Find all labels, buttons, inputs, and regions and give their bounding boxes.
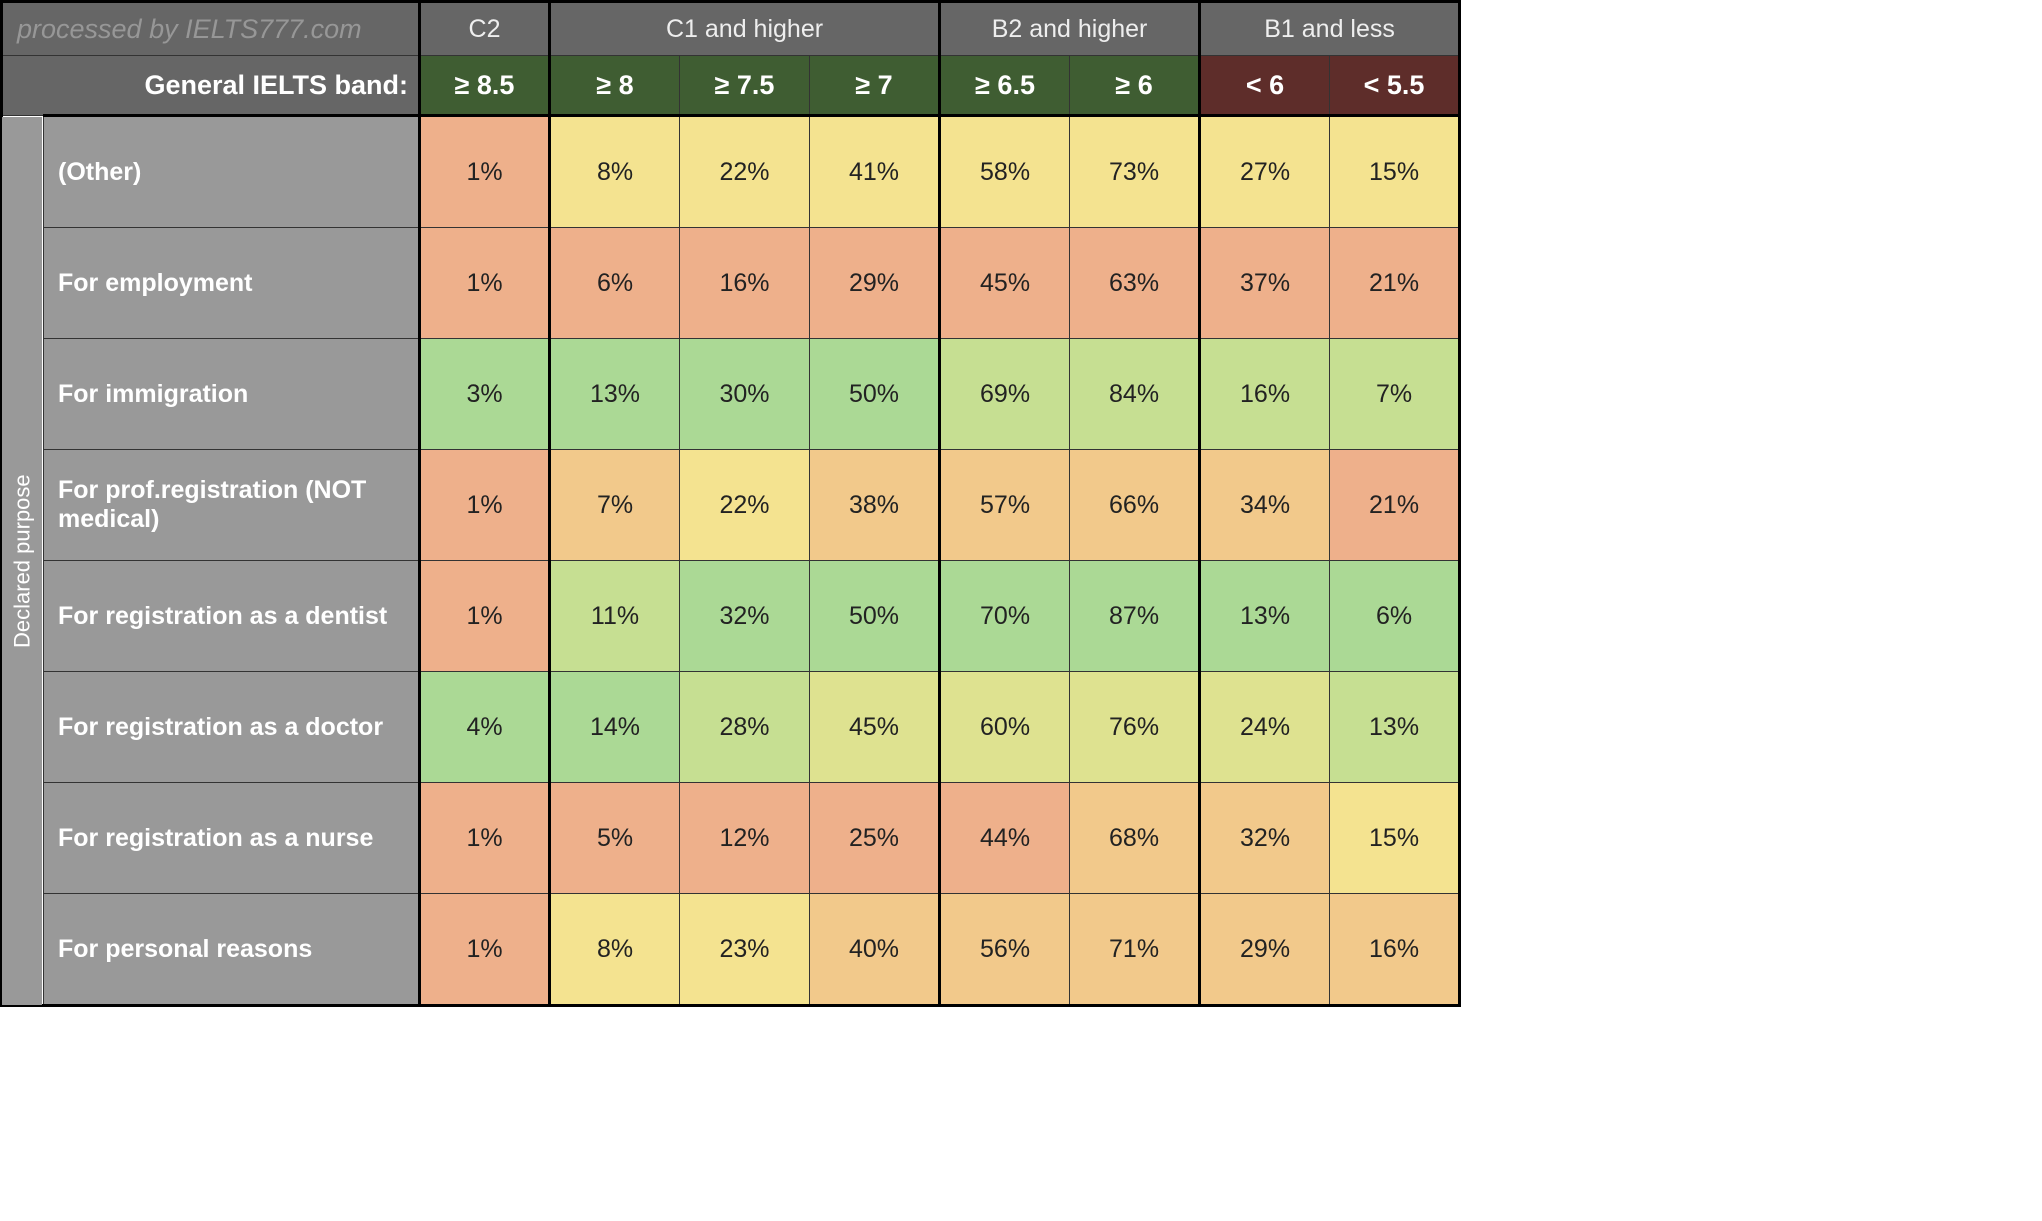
band-header: ≥ 7 (810, 56, 940, 116)
cefr-group: C2 (420, 2, 550, 56)
data-cell: 1% (420, 228, 550, 339)
table-row: For immigration3%13%30%50%69%84%16%7% (2, 339, 1460, 450)
data-cell: 37% (1200, 228, 1330, 339)
data-cell: 27% (1200, 116, 1330, 228)
data-cell: 84% (1070, 339, 1200, 450)
data-cell: 71% (1070, 894, 1200, 1006)
row-label: For registration as a dentist (44, 561, 420, 672)
data-cell: 73% (1070, 116, 1200, 228)
data-cell: 3% (420, 339, 550, 450)
data-cell: 16% (680, 228, 810, 339)
ielts-heatmap-table: processed by IELTS777.com C2C1 and highe… (0, 0, 1461, 1007)
data-cell: 50% (810, 561, 940, 672)
data-cell: 1% (420, 116, 550, 228)
header-row-cefr: processed by IELTS777.com C2C1 and highe… (2, 2, 1460, 56)
data-cell: 40% (810, 894, 940, 1006)
data-cell: 24% (1200, 672, 1330, 783)
data-cell: 1% (420, 894, 550, 1006)
table-row: For employment1%6%16%29%45%63%37%21% (2, 228, 1460, 339)
data-cell: 13% (1200, 561, 1330, 672)
band-header: < 5.5 (1330, 56, 1460, 116)
data-cell: 32% (680, 561, 810, 672)
data-cell: 22% (680, 450, 810, 561)
data-cell: 56% (940, 894, 1070, 1006)
band-header: ≥ 7.5 (680, 56, 810, 116)
data-cell: 22% (680, 116, 810, 228)
data-cell: 68% (1070, 783, 1200, 894)
data-cell: 29% (1200, 894, 1330, 1006)
cefr-group: B1 and less (1200, 2, 1460, 56)
data-cell: 60% (940, 672, 1070, 783)
data-cell: 4% (420, 672, 550, 783)
data-cell: 21% (1330, 450, 1460, 561)
table-row: For registration as a doctor4%14%28%45%6… (2, 672, 1460, 783)
row-label: (Other) (44, 116, 420, 228)
data-cell: 38% (810, 450, 940, 561)
data-cell: 21% (1330, 228, 1460, 339)
data-cell: 6% (550, 228, 680, 339)
data-cell: 11% (550, 561, 680, 672)
data-cell: 29% (810, 228, 940, 339)
data-cell: 50% (810, 339, 940, 450)
band-header: ≥ 8 (550, 56, 680, 116)
cefr-group: C1 and higher (550, 2, 940, 56)
header-row-bands: General IELTS band: ≥ 8.5≥ 8≥ 7.5≥ 7≥ 6.… (2, 56, 1460, 116)
row-label: For personal reasons (44, 894, 420, 1006)
data-cell: 87% (1070, 561, 1200, 672)
data-cell: 32% (1200, 783, 1330, 894)
row-label: For prof.registration (NOT medical) (44, 450, 420, 561)
data-cell: 16% (1330, 894, 1460, 1006)
data-cell: 44% (940, 783, 1070, 894)
side-label: Declared purpose (2, 116, 44, 1006)
data-cell: 69% (940, 339, 1070, 450)
data-cell: 15% (1330, 783, 1460, 894)
band-title: General IELTS band: (2, 56, 420, 116)
data-cell: 6% (1330, 561, 1460, 672)
band-header: ≥ 8.5 (420, 56, 550, 116)
data-cell: 13% (1330, 672, 1460, 783)
row-label: For employment (44, 228, 420, 339)
band-header: < 6 (1200, 56, 1330, 116)
data-cell: 28% (680, 672, 810, 783)
table-row: For personal reasons1%8%23%40%56%71%29%1… (2, 894, 1460, 1006)
data-cell: 76% (1070, 672, 1200, 783)
data-cell: 41% (810, 116, 940, 228)
data-cell: 25% (810, 783, 940, 894)
watermark-text: processed by IELTS777.com (3, 14, 418, 45)
data-cell: 15% (1330, 116, 1460, 228)
table-row: For registration as a dentist1%11%32%50%… (2, 561, 1460, 672)
band-header: ≥ 6 (1070, 56, 1200, 116)
data-cell: 5% (550, 783, 680, 894)
row-label: For immigration (44, 339, 420, 450)
data-cell: 13% (550, 339, 680, 450)
data-cell: 8% (550, 116, 680, 228)
cefr-group: B2 and higher (940, 2, 1200, 56)
data-cell: 7% (550, 450, 680, 561)
table-row: For prof.registration (NOT medical)1%7%2… (2, 450, 1460, 561)
data-cell: 63% (1070, 228, 1200, 339)
data-cell: 70% (940, 561, 1070, 672)
data-cell: 8% (550, 894, 680, 1006)
data-cell: 57% (940, 450, 1070, 561)
data-cell: 12% (680, 783, 810, 894)
row-label: For registration as a nurse (44, 783, 420, 894)
data-cell: 45% (810, 672, 940, 783)
table-row: Declared purpose(Other)1%8%22%41%58%73%2… (2, 116, 1460, 228)
data-cell: 7% (1330, 339, 1460, 450)
data-cell: 34% (1200, 450, 1330, 561)
row-label: For registration as a doctor (44, 672, 420, 783)
data-cell: 23% (680, 894, 810, 1006)
data-cell: 1% (420, 561, 550, 672)
data-cell: 58% (940, 116, 1070, 228)
data-cell: 66% (1070, 450, 1200, 561)
data-cell: 1% (420, 783, 550, 894)
band-header: ≥ 6.5 (940, 56, 1070, 116)
data-cell: 1% (420, 450, 550, 561)
data-cell: 45% (940, 228, 1070, 339)
data-cell: 16% (1200, 339, 1330, 450)
data-cell: 30% (680, 339, 810, 450)
data-cell: 14% (550, 672, 680, 783)
table-row: For registration as a nurse1%5%12%25%44%… (2, 783, 1460, 894)
